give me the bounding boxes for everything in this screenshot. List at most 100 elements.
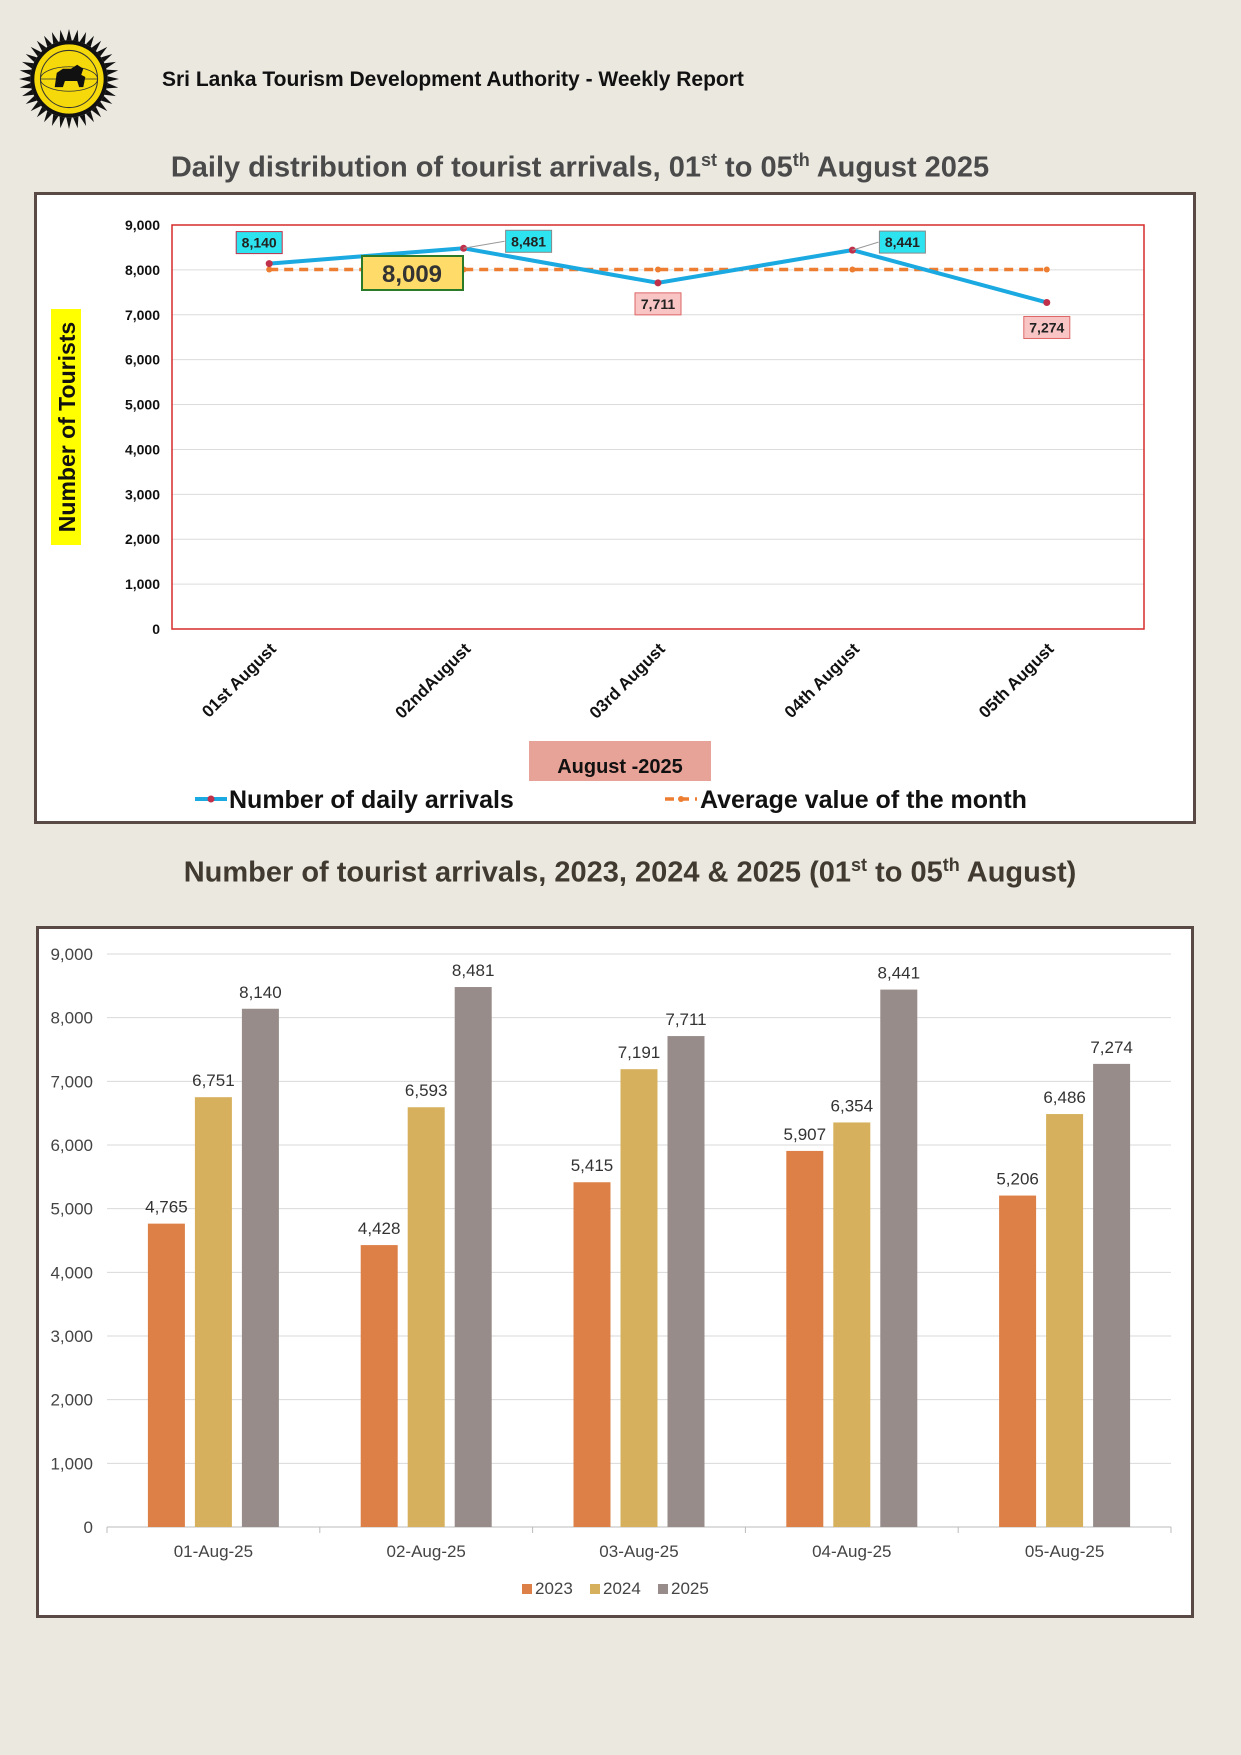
logo-ray <box>66 117 72 129</box>
x-tick-label: 03rd August <box>586 639 669 722</box>
logo-ray <box>59 116 65 129</box>
legend-dash-marker <box>678 796 684 802</box>
logo-ray <box>106 69 119 75</box>
bar-value-label: 4,765 <box>145 1198 188 1217</box>
bar-value-label: 8,481 <box>452 961 495 980</box>
bar-value-label: 7,711 <box>665 1010 706 1029</box>
logo-ray <box>96 46 108 57</box>
y-tick-label: 9,000 <box>125 217 160 233</box>
bar-value-label: 5,415 <box>571 1156 614 1175</box>
bar-2024 <box>194 1097 232 1527</box>
chart2-title: Number of tourist arrivals, 2023, 2024 &… <box>183 855 1077 889</box>
report-header-title: Sri Lanka Tourism Development Authority … <box>162 68 744 91</box>
y-axis-label: Number of Tourists <box>51 309 81 545</box>
bar-2024 <box>620 1069 658 1527</box>
bar-value-label: 6,486 <box>1043 1088 1086 1107</box>
data-label-box <box>505 229 553 253</box>
y-tick-label: 3,000 <box>125 486 160 502</box>
legend-label: 2023 <box>535 1579 573 1598</box>
bar-value-label: 4,428 <box>358 1219 401 1238</box>
y-tick-label: 2,000 <box>125 531 160 547</box>
y-tick-label: 1,000 <box>50 1454 93 1473</box>
average-point <box>1043 266 1050 273</box>
x-tick-label: 04th August <box>781 639 864 722</box>
data-label: 7,274 <box>1029 319 1064 335</box>
data-label: 8,481 <box>511 233 546 249</box>
daily-arrivals-line-chart: 0 1,000 2,000 3,000 4,000 5,000 6,000 7,000 8,00… <box>51 217 1145 814</box>
logo-ray <box>104 89 116 97</box>
data-label: 8,140 <box>242 235 277 251</box>
legend-line-marker <box>207 795 215 803</box>
logo-ray <box>25 95 37 104</box>
logo-ray <box>85 111 94 123</box>
daily-arrivals-point <box>654 279 662 287</box>
logo-ray <box>91 106 102 118</box>
bar-2025 <box>880 989 918 1527</box>
logo-ray <box>30 46 42 57</box>
y-tick-label: 1,000 <box>125 576 160 592</box>
y-tick-label: 2,000 <box>50 1391 93 1410</box>
x-tick-label: 01st August <box>198 639 280 721</box>
plot-area-border <box>171 224 1145 630</box>
data-label: 8,441 <box>885 234 920 250</box>
logo-ray <box>73 29 79 42</box>
bar-2023 <box>786 1150 824 1527</box>
logo-ray <box>104 61 116 69</box>
bar-value-label: 7,274 <box>1090 1038 1133 1057</box>
logo-ray <box>22 61 34 69</box>
logo-ray <box>96 101 108 112</box>
y-tick-label: 7,000 <box>50 1072 93 1091</box>
legend-swatch-2023 <box>522 1584 532 1594</box>
logo-ray <box>101 54 113 63</box>
yearly-comparison-chart-panel: 0 1,000 2,000 3,000 4,000 5,000 6,000 7,000 8,00… <box>36 926 1194 1618</box>
bar-value-label: 6,751 <box>192 1071 235 1090</box>
y-tick-label: 8,000 <box>50 1009 93 1028</box>
bar-2024 <box>833 1122 871 1527</box>
x-tick-label: 03-Aug-25 <box>599 1542 678 1561</box>
data-label-leader <box>463 240 505 249</box>
logo-ray <box>44 111 53 123</box>
legend-label: 2024 <box>603 1579 641 1598</box>
logo-ray <box>79 114 87 126</box>
chart2-legend: 2023 2024 2025 <box>522 1579 709 1598</box>
average-point <box>849 266 856 273</box>
logo-ray <box>79 32 87 44</box>
average-label: 8,009 <box>382 261 442 288</box>
bar-value-label: 5,206 <box>996 1170 1039 1189</box>
y-tick-label: 6,000 <box>125 352 160 368</box>
legend-label: Average value of the month <box>700 786 1027 814</box>
average-label-box <box>361 255 464 291</box>
logo-ray <box>101 95 113 104</box>
logo-ray <box>85 35 94 47</box>
data-label: 7,711 <box>641 296 675 312</box>
legend-label: 2025 <box>671 1579 709 1598</box>
average-point <box>266 266 273 273</box>
data-label-box <box>878 230 926 254</box>
y-tick-label: 4,000 <box>50 1263 93 1282</box>
logo-ray <box>30 101 42 112</box>
logo-ray <box>19 83 32 89</box>
bar-2025 <box>241 1008 279 1527</box>
y-tick-label: 0 <box>152 621 160 637</box>
y-tick-label: 5,000 <box>50 1200 93 1219</box>
y-tick-label: 9,000 <box>50 945 93 964</box>
x-tick-label: 05th August <box>975 639 1058 722</box>
data-label-leader <box>852 241 879 251</box>
bar-2024 <box>1046 1114 1084 1527</box>
bar-2023 <box>147 1223 185 1527</box>
x-axis-label: August -2025 <box>557 756 683 778</box>
logo-ray <box>19 69 32 75</box>
daily-arrivals-point <box>848 246 856 254</box>
bar-value-label: 8,140 <box>239 983 282 1002</box>
logo-ray <box>36 40 47 52</box>
logo-ray <box>36 106 47 118</box>
y-tick-label: 0 <box>84 1518 93 1537</box>
bar-2025 <box>454 987 492 1527</box>
bar-value-label: 5,907 <box>784 1125 827 1144</box>
y-axis-label-text: Number of Tourists <box>54 322 80 532</box>
bar-2025 <box>1093 1063 1131 1527</box>
chart1-title: Daily distribution of tourist arrivals, … <box>170 150 990 184</box>
data-label-box <box>1023 315 1071 339</box>
y-axis-label-highlight <box>51 309 81 545</box>
y-tick-label: 3,000 <box>50 1327 93 1346</box>
